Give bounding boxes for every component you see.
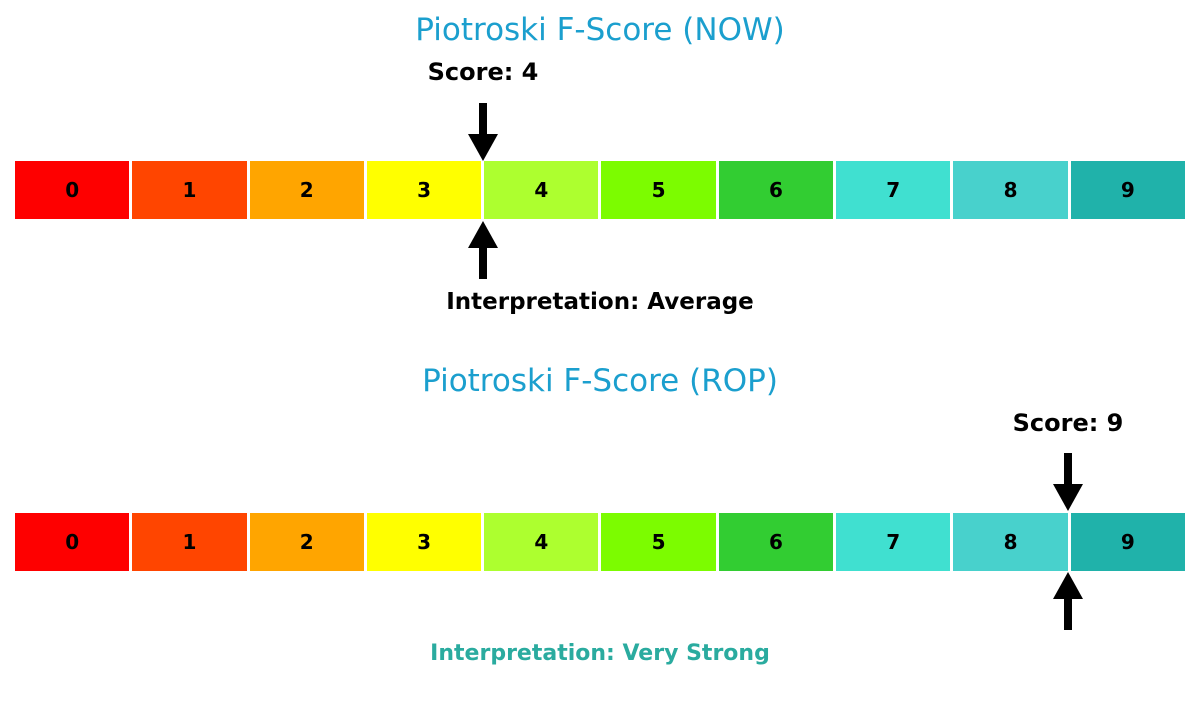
score-segment-8: 8 — [953, 161, 1068, 219]
score-segment-7: 7 — [836, 161, 951, 219]
arrow-stem — [1064, 599, 1072, 630]
score-segment-6: 6 — [718, 513, 834, 571]
score-segment-1: 1 — [132, 161, 247, 219]
score-segment-3: 3 — [366, 513, 482, 571]
score-segment-8: 8 — [953, 513, 1068, 571]
arrow-head — [1053, 484, 1083, 511]
arrow-stem — [479, 248, 487, 279]
interpretation-label-now: Interpretation: Average — [446, 289, 754, 315]
score-segment-2: 2 — [249, 161, 364, 219]
score-segment-7: 7 — [836, 513, 951, 571]
chart-title-now: Piotroski F-Score (NOW) — [415, 12, 785, 48]
score-segment-4: 4 — [484, 513, 599, 571]
arrow-head — [468, 221, 498, 248]
chart-title-rop: Piotroski F-Score (ROP) — [422, 363, 778, 399]
score-segment-9: 9 — [1070, 161, 1185, 219]
score-segment-2: 2 — [249, 513, 364, 571]
score-segment-0: 0 — [15, 513, 130, 571]
score-segment-3: 3 — [366, 161, 482, 219]
arrow-stem — [479, 103, 487, 134]
arrow-stem — [1064, 453, 1072, 484]
score-segment-0: 0 — [15, 161, 130, 219]
score-segment-9: 9 — [1070, 513, 1185, 571]
up-arrow-icon — [1053, 572, 1083, 630]
score-segment-5: 5 — [601, 161, 716, 219]
score-segment-1: 1 — [132, 513, 247, 571]
score-segment-6: 6 — [718, 161, 834, 219]
score-segment-5: 5 — [601, 513, 716, 571]
interpretation-label-rop: Interpretation: Very Strong — [430, 641, 770, 666]
score-segment-4: 4 — [484, 161, 599, 219]
up-arrow-icon — [468, 221, 498, 279]
score-label-now: Score: 4 — [427, 58, 539, 86]
arrow-head — [468, 134, 498, 161]
score-label-rop: Score: 9 — [1012, 409, 1124, 437]
down-arrow-icon — [468, 103, 498, 161]
down-arrow-icon — [1053, 453, 1083, 511]
arrow-head — [1053, 572, 1083, 599]
